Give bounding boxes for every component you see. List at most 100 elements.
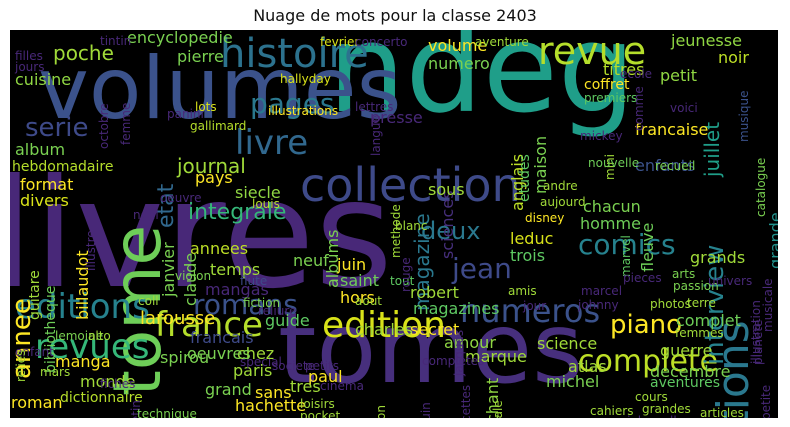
cloud-word: violon (175, 269, 212, 283)
cloud-word: leduc (510, 229, 554, 248)
cloud-word: hors (340, 288, 375, 307)
cloud-word: homme (580, 214, 641, 233)
cloud-word: etudes (517, 154, 533, 202)
cloud-word: comics (578, 228, 676, 261)
cloud-word: siecle (235, 183, 281, 202)
cloud-word: coffret (584, 77, 630, 93)
cloud-word: guide (265, 311, 310, 330)
cloud-word: science (537, 334, 598, 353)
cloud-word: pierre (177, 47, 224, 66)
cloud-word: jean (452, 252, 512, 285)
cloud-word: passion (673, 279, 719, 293)
cloud-word: romans (193, 288, 298, 321)
cloud-word: mangas (205, 280, 269, 299)
cloud-word: grands (690, 248, 746, 267)
cloud-word: panini (167, 107, 204, 121)
cloud-word: complete (578, 344, 719, 379)
cloud-word: sous (428, 180, 465, 199)
cloud-word: pieces (623, 271, 662, 285)
cloud-word: pages (250, 87, 335, 120)
cloud-word: coll (138, 294, 159, 308)
cloud-word: petite (759, 384, 773, 418)
cloud-word: chacun (583, 197, 641, 216)
cloud-word: temps (210, 260, 261, 279)
cloud-word: grande (766, 212, 778, 269)
cloud-word: flute (240, 274, 268, 288)
cloud-word: albums (323, 229, 342, 288)
cloud-word: livres (10, 148, 393, 322)
word-cloud: livresndegtomesvolumestomecollectionpart… (10, 30, 778, 418)
cloud-word: monde (80, 372, 136, 391)
cloud-word: petits (305, 359, 339, 373)
cloud-word: recettes (459, 384, 473, 418)
cloud-word: integrale (188, 200, 287, 225)
cloud-word: complet (676, 311, 741, 330)
cloud-word: amour (444, 333, 496, 352)
cloud-word: andre (543, 179, 578, 193)
cloud-word: fiches (100, 377, 136, 391)
cloud-word: musique (737, 90, 751, 143)
cloud-word: grandes (642, 402, 691, 416)
cloud-word: piano (610, 310, 683, 340)
cloud-word: secret (410, 320, 460, 339)
cloud-word: blanc (395, 219, 428, 233)
cloud-word: revue (538, 30, 647, 73)
cloud-word: lettres (355, 100, 394, 114)
cloud-word: amis (508, 284, 537, 298)
cloud-word: chez (237, 344, 275, 363)
cloud-word: volumes (38, 39, 402, 139)
cloud-word: cours (635, 390, 668, 404)
cloud-word: terre (687, 296, 716, 310)
cloud-word: larousse (140, 308, 216, 329)
cloud-word: francais (190, 328, 254, 347)
cloud-word: spirou (160, 348, 210, 367)
cloud-word: hallyday (280, 72, 331, 86)
cloud-word: catalogue (754, 157, 768, 217)
cloud-word: jour (523, 299, 547, 313)
cloud-word: annees (190, 239, 249, 258)
cloud-word: france (155, 305, 263, 345)
cloud-word: disney (525, 211, 565, 225)
cloud-word: pays (195, 168, 233, 187)
cloud-word: completes (422, 354, 485, 368)
cloud-word: concerto (355, 35, 408, 49)
cloud-word: mickey (580, 129, 623, 143)
cloud-word: numero (428, 54, 490, 73)
cloud-word: trois (510, 246, 546, 265)
cloud-word: arts (672, 267, 696, 281)
cloud-word: aventure (475, 35, 529, 49)
cloud-word: louis (252, 197, 280, 211)
cloud-word: johnny (578, 298, 619, 312)
cloud-word: premiers (584, 91, 638, 105)
cloud-word: grand (205, 380, 252, 399)
cloud-word: dictionnaire (60, 390, 143, 406)
cloud-word: presse (370, 108, 423, 127)
cloud-word: neuf (293, 251, 329, 270)
cloud-word: sciences (438, 190, 457, 259)
cloud-word: aout (355, 294, 383, 308)
cloud-word: robert (410, 283, 459, 302)
cloud-word: petit (660, 66, 697, 85)
cloud-word: violoncelle (620, 415, 684, 418)
cloud-word: fleuve (638, 222, 657, 272)
cloud-word: enfant (15, 345, 54, 359)
cloud-word: deux (421, 217, 481, 245)
cloud-word: relies (14, 349, 28, 382)
cloud-word: societe (272, 359, 315, 373)
cloud-word: loisirs (300, 397, 335, 411)
cloud-word: magazines (413, 299, 500, 318)
cloud-word: aventures (650, 375, 721, 391)
cloud-word: pocket (300, 409, 341, 418)
cloud-word: charles (355, 320, 413, 339)
cloud-word: harlequin (419, 402, 433, 418)
cloud-word: hebdomadaire (12, 159, 114, 175)
cloud-word: cinema (320, 379, 364, 393)
cloud-word: atlas (568, 357, 607, 376)
cloud-word: livre (235, 123, 309, 163)
figure-title: Nuage de mots pour la classe 2403 (253, 6, 537, 25)
cloud-word: rouge (399, 257, 413, 292)
cloud-word: octobre (97, 103, 111, 149)
cloud-word: filles (15, 49, 43, 63)
cloud-word: numeros (460, 292, 601, 330)
cloud-word: fevrier (320, 35, 360, 49)
